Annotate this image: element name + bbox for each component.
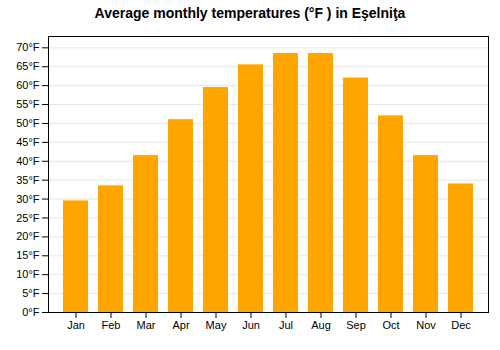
svg-text:35°F: 35°F bbox=[16, 174, 40, 186]
html-text:Average monthly temperatures (: Average monthly temperatures (°F ) in Eş… bbox=[94, 5, 406, 21]
svg-text:45°F: 45°F bbox=[16, 136, 40, 148]
svg-text:55°F: 55°F bbox=[16, 98, 40, 110]
svg-text:Mar: Mar bbox=[137, 319, 156, 331]
svg-text:Apr: Apr bbox=[172, 319, 189, 331]
svg-text:5°F: 5°F bbox=[22, 287, 40, 299]
svg-text:15°F: 15°F bbox=[16, 249, 40, 261]
svg-text:50°F: 50°F bbox=[16, 117, 40, 129]
svg-text:40°F: 40°F bbox=[16, 155, 40, 167]
svg-text:65°F: 65°F bbox=[16, 60, 40, 72]
svg-text:60°F: 60°F bbox=[16, 79, 40, 91]
svg-text:Jan: Jan bbox=[67, 319, 85, 331]
svg-text:Dec: Dec bbox=[451, 319, 471, 331]
svg-text:25°F: 25°F bbox=[16, 211, 40, 223]
svg-text:Feb: Feb bbox=[102, 319, 121, 331]
svg-text:May: May bbox=[206, 319, 227, 331]
svg-text:30°F: 30°F bbox=[16, 193, 40, 205]
svg-text:20°F: 20°F bbox=[16, 230, 40, 242]
svg-text:Jul: Jul bbox=[279, 319, 293, 331]
svg-text:Sep: Sep bbox=[346, 319, 366, 331]
svg-text:Oct: Oct bbox=[382, 319, 399, 331]
svg-text:10°F: 10°F bbox=[16, 268, 40, 280]
svg-text:Nov: Nov bbox=[416, 319, 436, 331]
svg-text:70°F: 70°F bbox=[16, 41, 40, 53]
svg-text:Jun: Jun bbox=[242, 319, 260, 331]
svg-text:Aug: Aug bbox=[311, 319, 331, 331]
svg-text:0°F: 0°F bbox=[22, 306, 40, 318]
